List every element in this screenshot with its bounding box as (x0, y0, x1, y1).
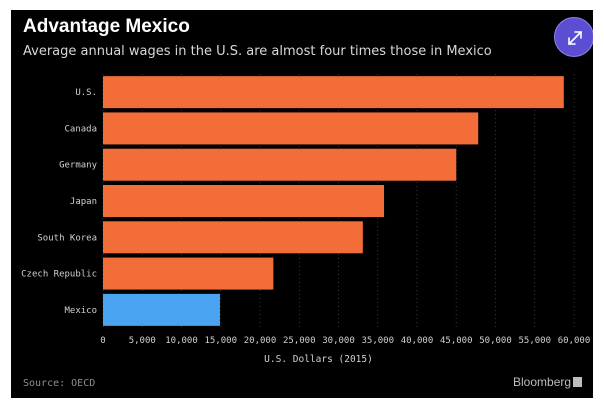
x-tick-label: 20,000 (244, 336, 277, 346)
x-tick-label: 55,000 (518, 336, 551, 346)
x-tick-label: 15,000 (204, 336, 237, 346)
bar-germany (103, 148, 457, 181)
x-tick-label: 10,000 (165, 336, 198, 346)
category-label: Czech Republic (21, 270, 97, 280)
x-tick-label: 25,000 (283, 336, 316, 346)
bar-czech-republic (103, 257, 274, 290)
x-tick-labels: 0 5,000 10,000 15,000 20,000 25,000 30,000 35,0… (100, 336, 590, 346)
category-label: South Korea (37, 233, 97, 243)
x-tick-label: 45,000 (440, 336, 473, 346)
source-note: Source: OECD (23, 378, 96, 389)
x-axis-label: U.S. Dollars (2015) (264, 354, 373, 365)
chart-title: Advantage Mexico (23, 16, 190, 37)
category-label: U.S. (75, 88, 97, 98)
x-tick-label: 35,000 (361, 336, 394, 346)
chart-panel: Advantage Mexico Average annual wages in… (11, 10, 593, 398)
x-tick-label: 50,000 (479, 336, 512, 346)
brand-logo: Bloomberg (513, 375, 583, 389)
category-labels: U.S. Canada Germany Japan South Korea Czech R… (21, 88, 97, 316)
category-label: Japan (70, 197, 97, 207)
category-label: Canada (64, 124, 97, 134)
x-tick-label: 5,000 (129, 336, 156, 346)
x-tick-label: 60,000 (558, 336, 591, 346)
brand-name: Bloomberg (513, 375, 572, 389)
category-label: Mexico (64, 306, 97, 316)
brand-mark-icon (573, 377, 583, 387)
x-tick-label: 0 (100, 336, 105, 346)
bar-mexico (103, 293, 220, 326)
category-label: Germany (59, 161, 98, 171)
x-tick-label: 30,000 (322, 336, 355, 346)
bars (103, 76, 564, 326)
expand-arrows-icon (568, 31, 582, 45)
bar-south-korea (103, 221, 363, 254)
expand-button[interactable] (554, 17, 593, 57)
chart-subtitle: Average annual wages in the U.S. are alm… (23, 44, 492, 59)
bar-u-s (103, 76, 564, 109)
bar-chart: U.S. Canada Germany Japan South Korea Czech R… (21, 74, 590, 365)
bar-canada (103, 112, 479, 145)
x-tick-label: 40,000 (401, 336, 434, 346)
bar-japan (103, 185, 385, 217)
